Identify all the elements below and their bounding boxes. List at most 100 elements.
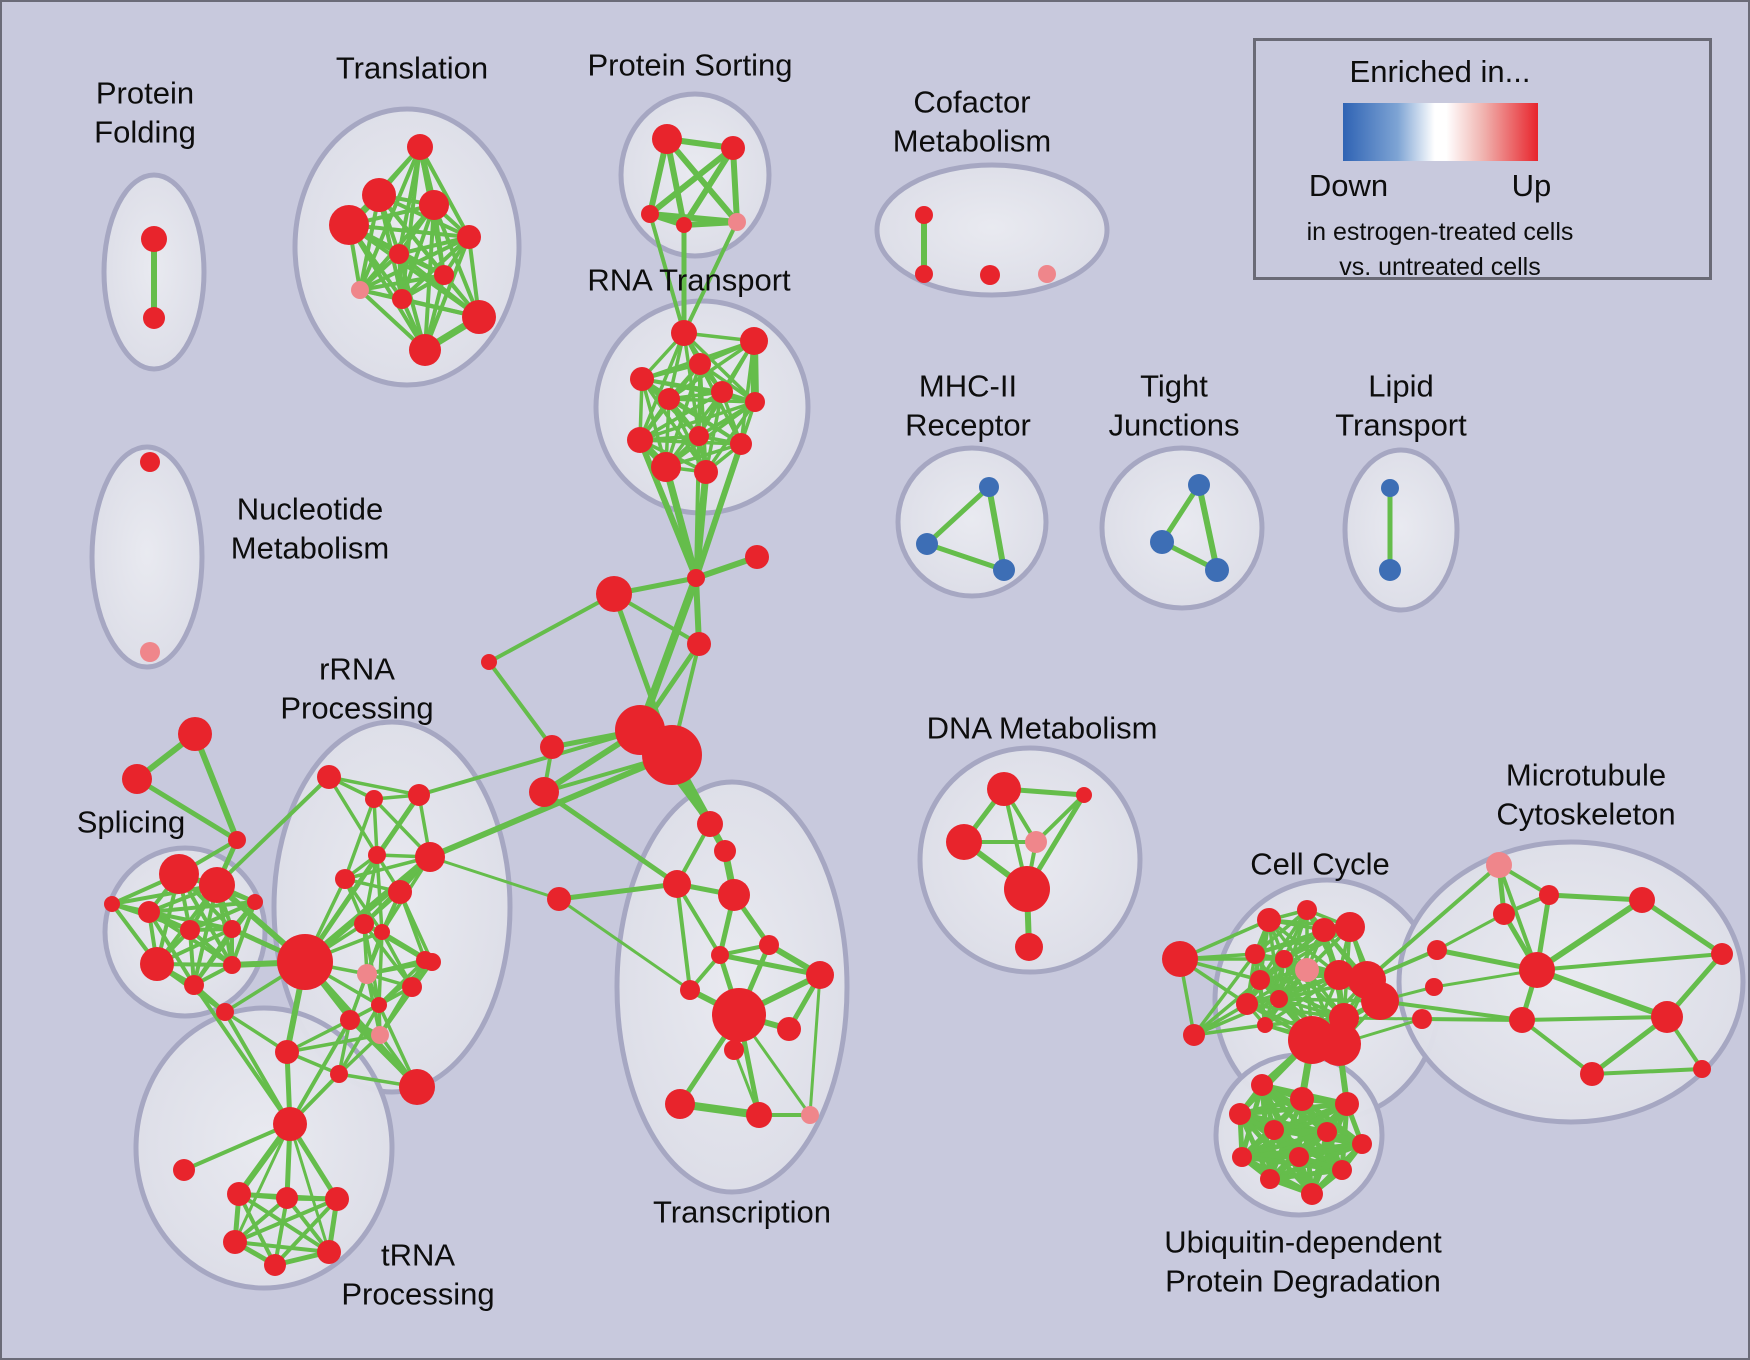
network-node-rna_transport-1 [740, 327, 768, 355]
network-node-transcription-9 [777, 1017, 801, 1041]
cluster-label-protein_sorting: Protein Sorting [587, 48, 792, 83]
network-edge-protein_sorting [647, 145, 736, 217]
network-node-tight_junctions-2 [1205, 558, 1229, 582]
network-edge-microtubule [1520, 1018, 1594, 1076]
network-edge-rrna_processing [372, 797, 379, 857]
cluster-label-cell_cycle: Cell Cycle [1250, 847, 1390, 882]
legend-axis-labels: Down Up [1303, 169, 1578, 203]
network-edge-inter [648, 212, 686, 335]
network-edge-trna_processing [233, 1122, 292, 1244]
legend-title: Enriched in... [1349, 54, 1531, 89]
network-node-cofactor_metabolism-3 [1038, 265, 1056, 283]
network-edge-translation [358, 273, 446, 292]
network-node-translation-9 [462, 300, 496, 334]
network-edge-microtubule [1435, 912, 1506, 952]
network-node-splicing-1 [199, 867, 235, 903]
network-node-splicing-3 [104, 896, 120, 912]
cluster-label-trna_processing: tRNA Processing [341, 1238, 494, 1312]
network-node-cell_cycle-18 [1317, 1022, 1361, 1066]
network-node-rrna_processing-16 [371, 1026, 389, 1044]
network-node-ubiquitin-6 [1352, 1134, 1372, 1154]
network-edge-inter [637, 437, 699, 581]
network-node-lipid_transport-1 [1379, 559, 1401, 581]
network-node-cell_cycle-11 [1361, 982, 1399, 1020]
network-edge-inter [556, 881, 680, 902]
network-edge-trna_processing [273, 1196, 289, 1267]
network-edge-rna_transport [667, 397, 757, 404]
network-node-trna_processing-5 [223, 1230, 247, 1254]
network-node-trna_processing-4 [325, 1187, 349, 1211]
network-node-central-3 [687, 632, 711, 656]
network-node-rrna_processing-3 [368, 846, 386, 864]
network-edge-translation [358, 235, 471, 292]
network-edge-protein_sorting [664, 136, 740, 225]
network-edge-rna_transport [704, 400, 757, 474]
network-node-cell_cycle-5 [1335, 912, 1365, 942]
network-node-cell_cycle-2 [1257, 908, 1281, 932]
network-node-nucleotide_metabolism-1 [140, 642, 160, 662]
network-edge-mhc_ii_receptor [986, 484, 1007, 573]
network-edge-rrna_processing [327, 775, 379, 857]
network-node-rrna_processing-20 [216, 1003, 234, 1021]
network-node-dna_metabolism-3 [1076, 787, 1092, 803]
network-node-rrna_processing-12 [402, 977, 422, 997]
network-edge-inter [682, 220, 739, 335]
network-node-mhc_ii_receptor-2 [993, 559, 1015, 581]
network-node-dna_metabolism-0 [987, 772, 1021, 806]
network-node-tight_junctions-0 [1188, 474, 1210, 496]
cluster-label-dna_metabolism: DNA Metabolism [927, 711, 1158, 746]
network-edge-dna_metabolism [1034, 793, 1086, 844]
network-node-cell_cycle-15 [1257, 1017, 1273, 1033]
network-edge-trna_processing [273, 1197, 339, 1267]
network-edge-rna_transport [638, 331, 686, 442]
network-node-lipid_transport-0 [1381, 479, 1399, 497]
legend-up-label: Up [1511, 168, 1552, 203]
cluster-label-mhc_ii_receptor: MHC-II Receptor [905, 369, 1031, 443]
network-edge-cell_cycle [1253, 908, 1309, 956]
network-edge-microtubule [1590, 1067, 1704, 1076]
network-edge-trna_processing [233, 1240, 331, 1254]
network-node-rna_transport-5 [711, 381, 733, 403]
cluster-label-rna_transport: RNA Transport [587, 263, 791, 298]
legend-box: Enriched in... Down Up in estrogen-treat… [1253, 38, 1712, 281]
network-node-translation-7 [351, 281, 369, 299]
network-node-translation-5 [389, 244, 409, 264]
network-node-splicing-4 [180, 920, 200, 940]
network-node-cell_cycle-6 [1245, 944, 1265, 964]
cluster-ellipse-nucleotide_metabolism [89, 444, 205, 670]
network-node-rna_transport-0 [671, 320, 697, 346]
network-edge-trna_processing [182, 1122, 292, 1172]
network-node-transcription-12 [746, 1102, 772, 1128]
network-edge-microtubule [1534, 967, 1670, 1020]
network-edge-rna_transport [638, 390, 724, 442]
cluster-ellipse-dna_metabolism [917, 745, 1143, 975]
network-node-dna_metabolism-4 [1004, 866, 1050, 912]
network-node-cell_cycle-12 [1250, 970, 1270, 990]
network-node-ubiquitin-11 [1301, 1183, 1323, 1205]
network-node-translation-6 [434, 265, 454, 285]
cluster-label-tight_junctions: Tight Junctions [1109, 369, 1240, 443]
network-node-trna_processing-3 [276, 1187, 298, 1209]
network-node-transcription-0 [697, 811, 723, 837]
cluster-ellipse-lipid_transport [1342, 447, 1460, 613]
cluster-label-rrna_processing: rRNA Processing [280, 652, 433, 726]
cluster-ellipse-tight_junctions [1099, 445, 1265, 611]
network-node-splicing-7 [184, 975, 204, 995]
network-node-rna_transport-10 [651, 452, 681, 482]
legend-caption-line2: vs. untreated cells [1339, 253, 1541, 281]
network-edge-trna_processing [288, 1122, 331, 1254]
network-node-rrna_processing-4 [335, 869, 355, 889]
network-node-rrna_processing-2 [408, 784, 430, 806]
network-edge-cell_cycle [1258, 978, 1346, 1020]
network-node-trna_processing-6 [317, 1240, 341, 1264]
network-edge-inter [288, 1018, 352, 1126]
network-node-protein_sorting-0 [652, 124, 682, 154]
network-edge-rrna_processing [327, 775, 421, 797]
network-node-rna_transport-7 [627, 427, 653, 453]
cluster-ellipse-cofactor_metabolism [874, 162, 1110, 298]
network-node-microtubule-4 [1519, 952, 1555, 988]
network-node-protein_folding-0 [141, 226, 167, 252]
network-node-splicing_satellite-2 [228, 831, 246, 849]
network-edge-inter [417, 728, 642, 797]
network-node-nucleotide_metabolism-0 [140, 452, 160, 472]
